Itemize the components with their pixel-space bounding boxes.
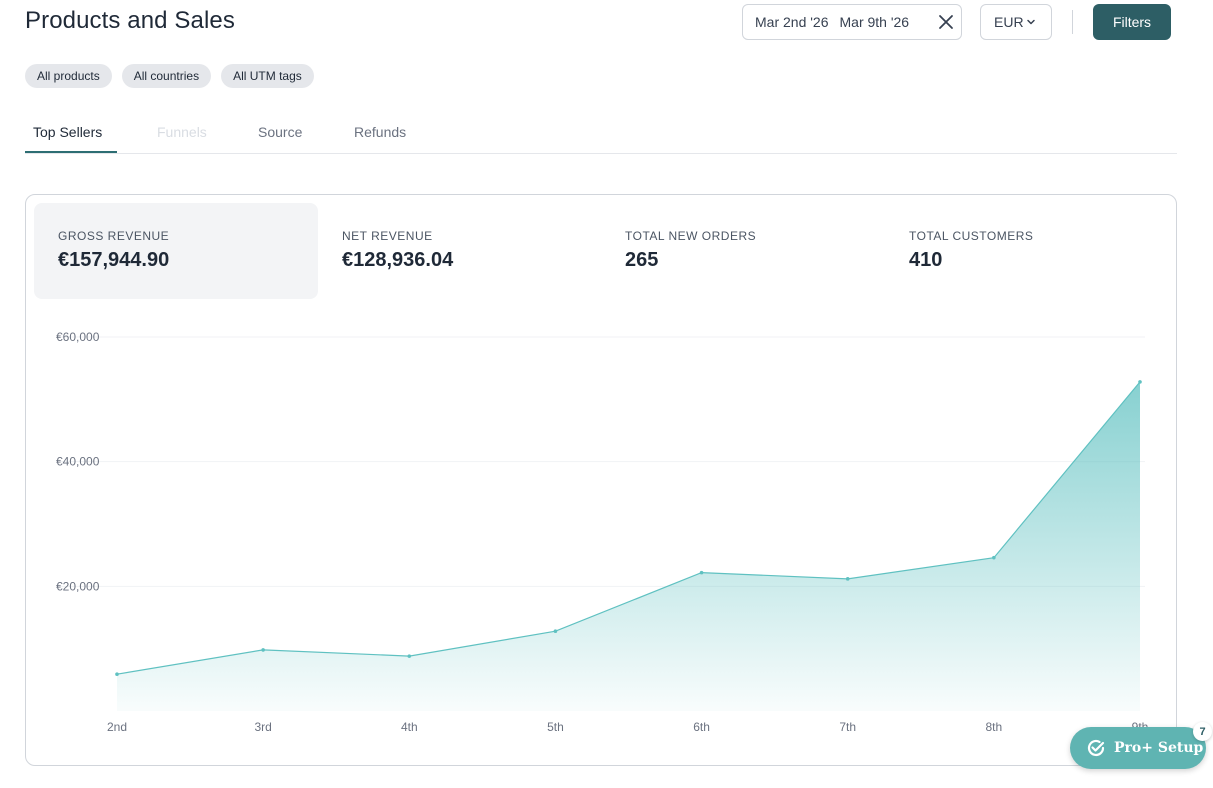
x-tick-label: 6th [693,720,710,734]
stat-value: €157,944.90 [58,249,170,271]
chip-all-utm-tags[interactable]: All UTM tags [221,64,314,88]
date-end: Mar 9th '26 [839,14,910,30]
stat-value: 410 [909,249,943,271]
filter-chips: All products All countries All UTM tags [25,64,314,88]
stat-gross-revenue[interactable]: GROSS REVENUE €157,944.90 [34,203,318,299]
chart-area-fill [117,381,1140,711]
tab-top-sellers[interactable]: Top Sellers [33,124,103,140]
data-point[interactable] [845,577,850,581]
data-point[interactable] [553,629,558,634]
check-circle-icon [1087,739,1105,757]
date-start: Mar 2nd '26 [755,14,829,30]
stat-label: TOTAL CUSTOMERS [909,229,1034,243]
tab-refunds[interactable]: Refunds [354,124,407,140]
close-icon[interactable] [937,13,955,31]
revenue-chart: €20,000 €40,000 €60,000 2nd 3rd 4th 5th 6th 7th… [56,330,1148,734]
stat-total-customers[interactable]: TOTAL CUSTOMERS 410 [885,203,1169,299]
x-tick-label: 7th [839,720,856,734]
x-tick-label: 8th [986,720,1003,734]
data-point[interactable] [1138,380,1142,384]
date-range-picker[interactable]: Mar 2nd '26 Mar 9th '26 [742,4,962,40]
pro-setup-button[interactable]: Pro+ Setup [1070,727,1206,769]
notification-badge: 7 [1193,722,1212,741]
pro-setup-label: Pro+ Setup [1114,740,1204,756]
data-point[interactable] [699,570,704,575]
y-tick-label: €60,000 [56,330,100,344]
y-tick-label: €40,000 [56,455,100,469]
x-tick-label: 2nd [107,720,127,734]
chart-series-line [116,381,1141,675]
page-title: Products and Sales [25,7,235,34]
y-tick-label: €20,000 [56,579,100,593]
x-tick-label: 4th [401,720,418,734]
sales-card: GROSS REVENUE €157,944.90 NET REVENUE €1… [25,194,1177,766]
active-tab-indicator [25,151,117,153]
tab-funnels: Funnels [157,124,207,140]
tab-source[interactable]: Source [258,124,303,140]
stat-total-new-orders[interactable]: TOTAL NEW ORDERS 265 [601,203,885,299]
x-tick-label: 5th [547,720,564,734]
x-tick-label: 3rd [254,720,271,734]
currency-value: EUR [994,14,1024,30]
data-point[interactable] [261,648,265,652]
stat-net-revenue[interactable]: NET REVENUE €128,936.04 [318,203,602,299]
data-point[interactable] [992,555,996,560]
chip-all-countries[interactable]: All countries [121,64,212,88]
currency-select[interactable]: EUR [980,4,1052,40]
stat-value: €128,936.04 [342,249,454,271]
tab-bar: Top Sellers Funnels Source Refunds [25,113,1177,154]
stat-value: 265 [625,249,659,271]
chevron-down-icon [1026,19,1035,25]
data-point[interactable] [115,672,119,677]
stat-label: NET REVENUE [342,229,433,243]
chip-all-products[interactable]: All products [25,64,112,88]
stat-label: GROSS REVENUE [58,229,170,243]
filters-button[interactable]: Filters [1093,4,1171,40]
data-point[interactable] [407,654,412,658]
stat-label: TOTAL NEW ORDERS [625,229,757,243]
toolbar-divider [1072,10,1073,34]
